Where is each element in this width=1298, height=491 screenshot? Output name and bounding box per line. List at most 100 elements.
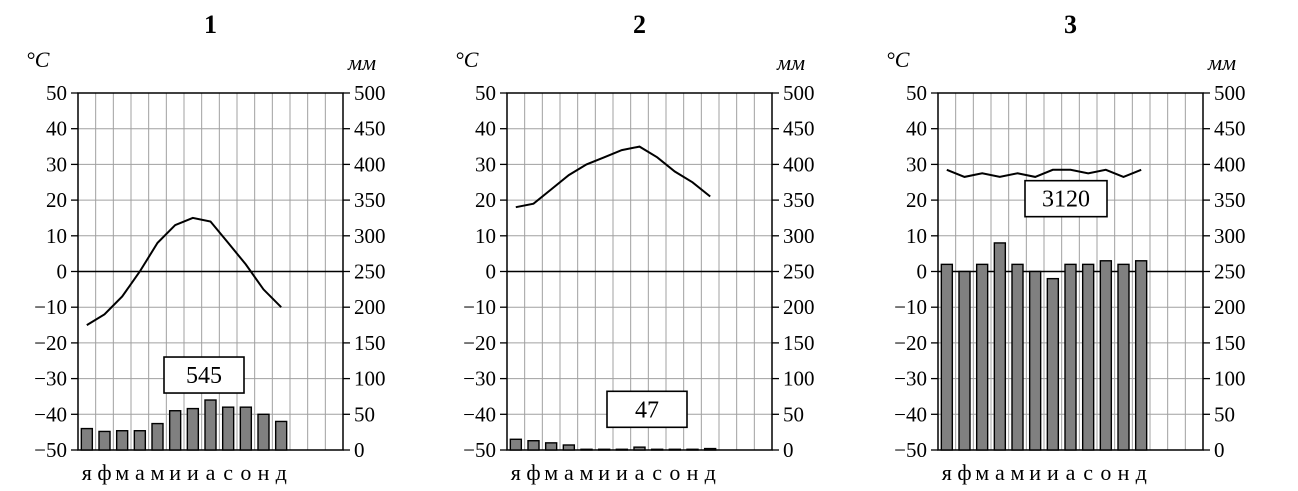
precipitation-bar [509,438,523,451]
left-tick-label: 10 [906,224,927,248]
month-label: а [1066,460,1076,485]
precipitation-bar [80,427,94,451]
precipitation-bar [151,422,164,451]
month-label: и [1047,460,1059,485]
left-tick-label: 40 [475,117,496,141]
left-tick-label: −10 [34,295,67,319]
right-tick-label: 450 [1214,117,1246,141]
month-label: а [635,460,645,485]
left-tick-label: 0 [57,260,68,284]
right-tick-label: 200 [1214,295,1246,319]
month-label: м [544,460,558,485]
right-tick-label: 200 [354,295,386,319]
right-tick-label: 50 [1214,402,1235,426]
precipitation-bars [509,438,717,451]
left-tick-label: −30 [894,367,927,391]
month-label: м [975,460,989,485]
right-tick-label: 450 [783,117,815,141]
precipitation-bar [1046,277,1060,451]
month-label: а [135,460,145,485]
right-tick-label: 150 [354,331,386,355]
month-label: я [511,460,521,485]
month-label: я [942,460,952,485]
precipitation-bar [221,406,235,451]
month-label: и [598,460,610,485]
precipitation-bar [615,448,629,451]
month-label: с [652,460,662,485]
month-label: а [564,460,574,485]
left-tick-label: 30 [475,152,496,176]
month-label: с [1083,460,1093,485]
right-tick-label: 400 [783,152,815,176]
temperature-line [515,145,711,209]
left-tick-label: 50 [475,81,496,105]
chart-title: 3 [1064,10,1077,39]
left-tick-label: −20 [34,331,67,355]
left-tick-label: 30 [906,152,927,176]
right-tick-label: 150 [1214,331,1246,355]
month-label: н [1118,460,1130,485]
month-label: д [705,460,716,485]
month-label: м [115,460,129,485]
temperature-unit: °C [886,47,910,72]
right-tick-label: 100 [1214,367,1246,391]
left-tick-label: −40 [894,402,927,426]
temperature-line [946,168,1142,178]
left-tick-label: −50 [894,438,927,462]
left-tick-label: 40 [906,117,927,141]
precipitation-bar [1081,263,1095,451]
right-tick-label: 400 [354,152,386,176]
precipitation-bar [597,448,611,451]
right-tick-label: 50 [354,402,375,426]
right-tick-label: 100 [354,367,386,391]
left-tick-label: −50 [463,438,496,462]
month-label: м [580,460,594,485]
precipitation-bar [1099,260,1113,451]
right-tick-label: 350 [354,188,386,212]
month-label: я [82,460,92,485]
chart-title: 2 [633,10,646,39]
month-label: а [206,460,216,485]
temperature-unit: °C [455,47,479,72]
precipitation-bar [668,448,682,451]
left-tick-label: 50 [906,81,927,105]
precipitation-bar [633,446,646,451]
annual-precipitation-box [163,356,245,394]
month-label: и [1029,460,1041,485]
precipitation-bar [580,448,593,451]
right-tick-label: 400 [1214,152,1246,176]
month-label: ф [97,460,111,485]
annual-precipitation-box [1024,179,1108,218]
left-tick-label: 10 [475,224,496,248]
month-label: а [995,460,1005,485]
month-label: н [258,460,270,485]
right-tick-label: 100 [783,367,815,391]
right-tick-label: 500 [783,81,815,105]
precipitation-bar [958,270,971,451]
right-tick-label: 500 [354,81,386,105]
precipitation-bar [1064,263,1077,451]
month-label: и [616,460,628,485]
month-label: м [1011,460,1025,485]
right-tick-label: 250 [783,260,815,284]
left-tick-label: 20 [475,188,496,212]
right-tick-label: 250 [1214,260,1246,284]
month-label: д [1136,460,1147,485]
left-tick-label: 50 [46,81,67,105]
right-tick-label: 450 [354,117,386,141]
precipitation-bar [1011,263,1024,451]
left-tick-label: 10 [46,224,67,248]
precipitation-bar [133,430,147,451]
precipitation-bar [168,410,182,451]
right-tick-label: 300 [354,224,386,248]
left-tick-label: 20 [906,188,927,212]
right-tick-label: 150 [783,331,815,355]
right-tick-label: 500 [1214,81,1246,105]
precipitation-bar [239,406,253,451]
precipitation-bar [650,448,664,451]
precipitation-bar [544,442,558,451]
left-tick-label: −10 [894,295,927,319]
